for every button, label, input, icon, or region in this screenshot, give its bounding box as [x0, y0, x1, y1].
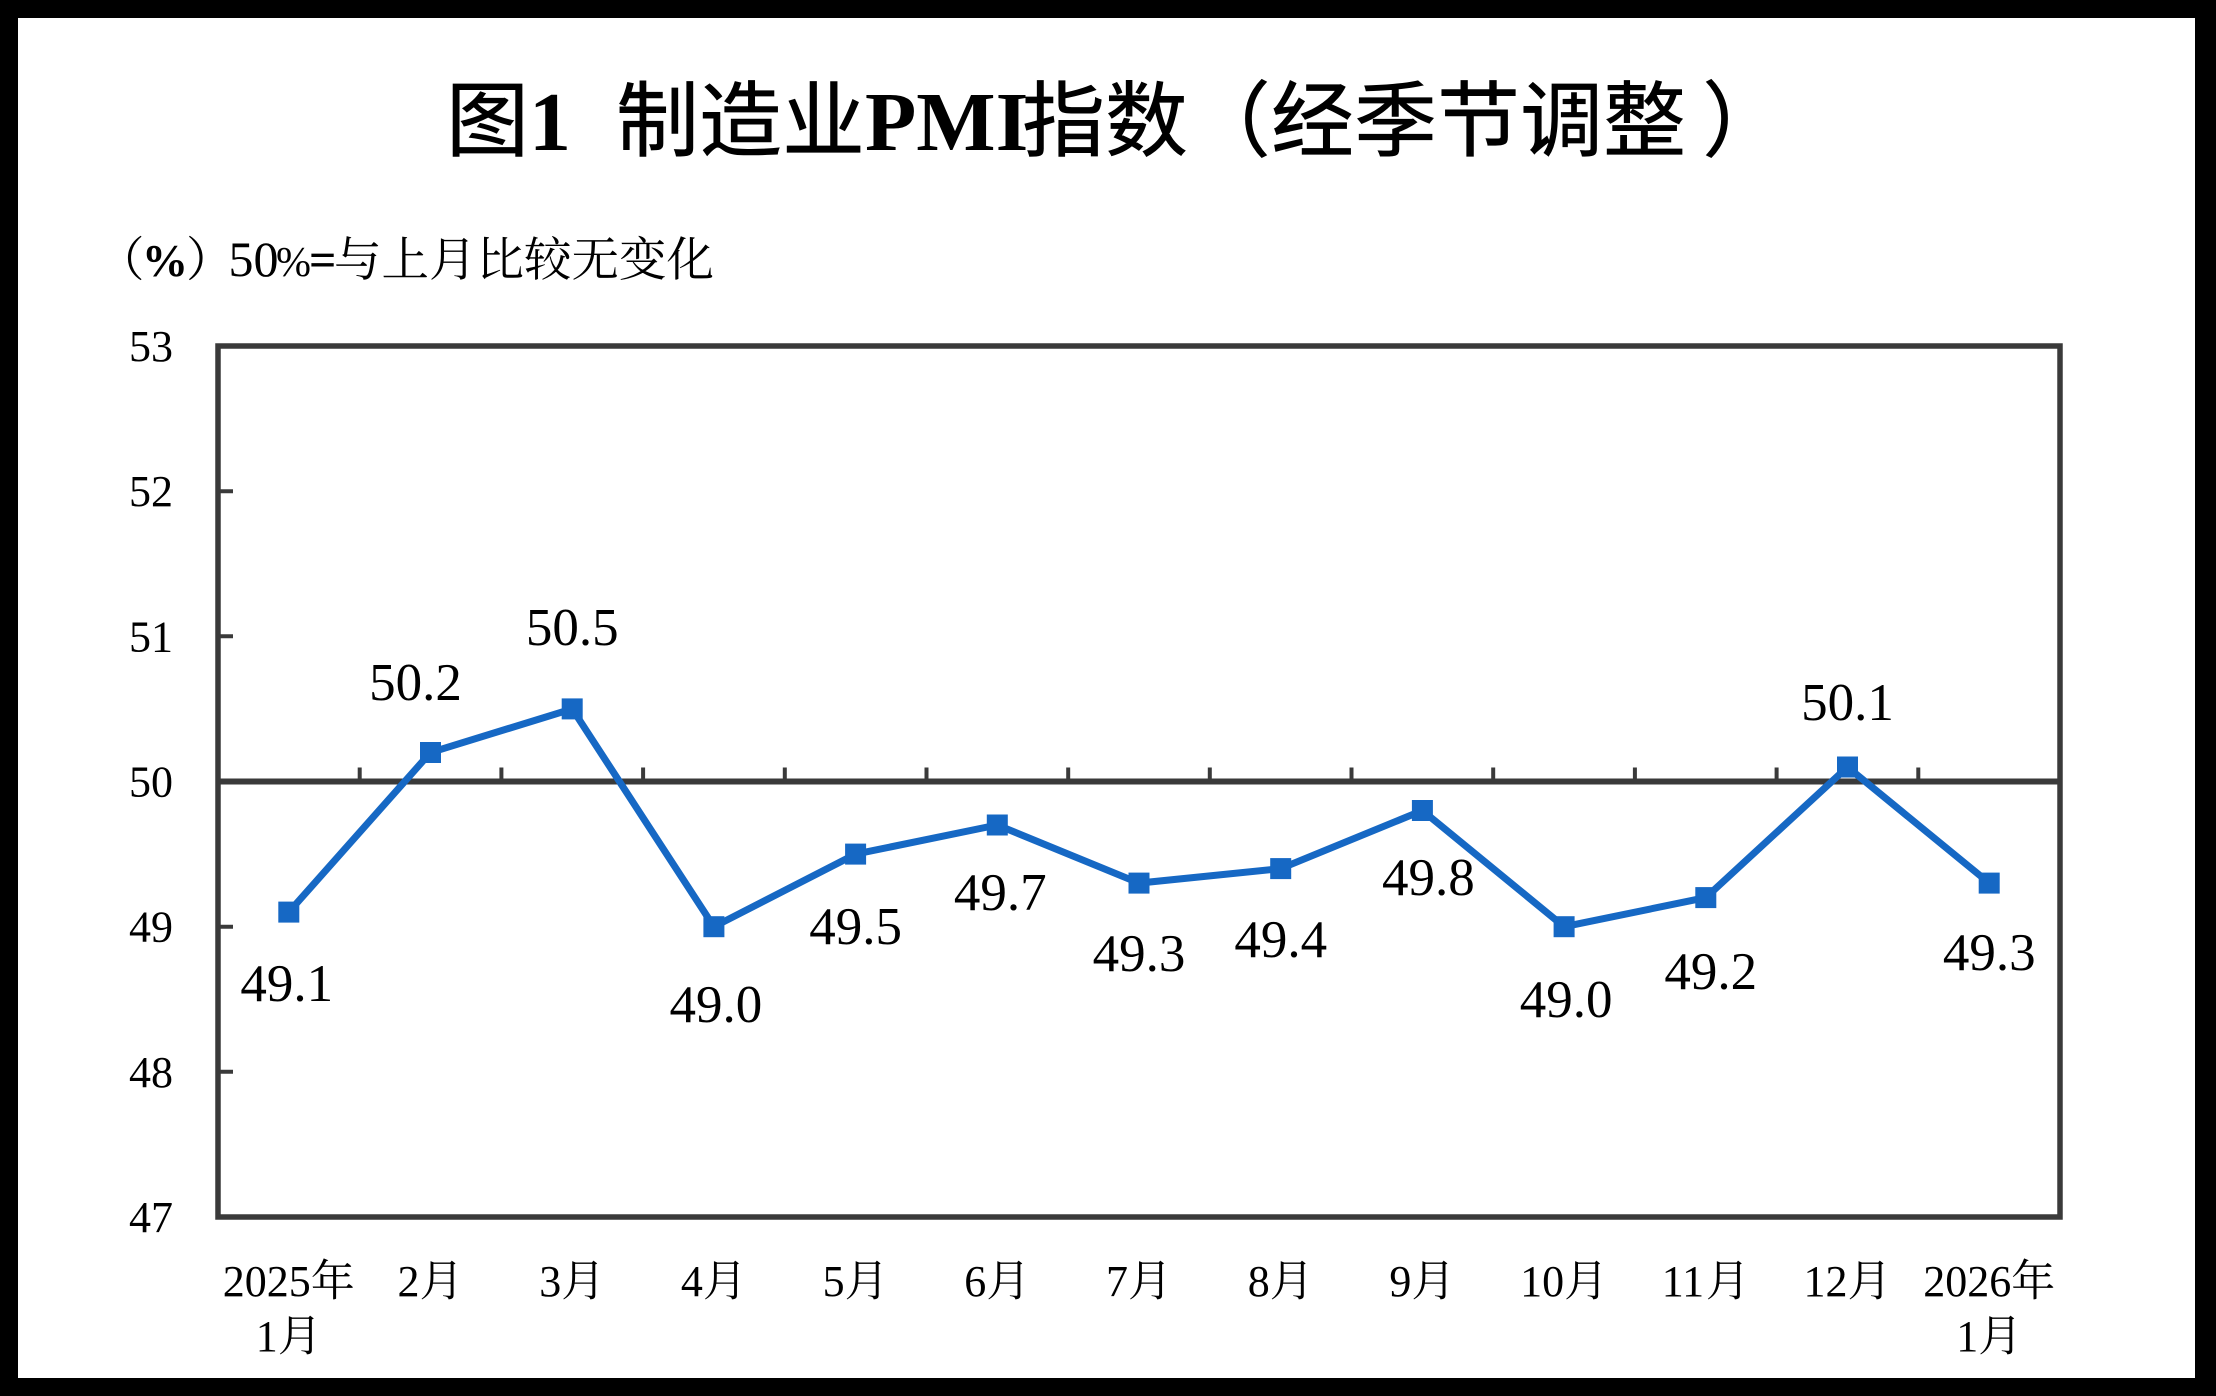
- svg-text:49.2: 49.2: [1664, 943, 1757, 1001]
- svg-text:1: 1: [256, 1312, 278, 1361]
- svg-text:50: 50: [129, 758, 173, 807]
- svg-text:11: 11: [1662, 1257, 1704, 1306]
- svg-text:49: 49: [129, 903, 173, 952]
- svg-text:53: 53: [129, 322, 173, 371]
- svg-text:50.2: 50.2: [369, 654, 462, 712]
- svg-text:50: 50: [229, 231, 279, 287]
- svg-text:3: 3: [539, 1257, 561, 1306]
- svg-text:51: 51: [129, 612, 173, 661]
- svg-text:8: 8: [1248, 1257, 1270, 1306]
- svg-text:1: 1: [1956, 1312, 1978, 1361]
- svg-text:1: 1: [529, 76, 571, 169]
- svg-text:10: 10: [1520, 1257, 1564, 1306]
- svg-text:49.3: 49.3: [1943, 924, 2036, 982]
- svg-text:6: 6: [964, 1257, 986, 1306]
- svg-text:49.5: 49.5: [809, 898, 902, 956]
- svg-text:49.0: 49.0: [670, 976, 763, 1034]
- svg-text:7: 7: [1106, 1257, 1128, 1306]
- svg-text:2026: 2026: [1923, 1257, 2011, 1306]
- svg-text:49.8: 49.8: [1382, 849, 1475, 907]
- svg-text:4: 4: [681, 1257, 703, 1306]
- svg-text:5: 5: [823, 1257, 845, 1306]
- svg-text:47: 47: [129, 1193, 173, 1242]
- svg-text:48: 48: [129, 1048, 173, 1097]
- svg-text:52: 52: [129, 467, 173, 516]
- svg-text:9: 9: [1389, 1257, 1411, 1306]
- svg-text:49.1: 49.1: [240, 955, 333, 1013]
- svg-text:49.3: 49.3: [1093, 925, 1186, 983]
- svg-text:50.5: 50.5: [526, 599, 619, 657]
- svg-text:49.0: 49.0: [1520, 971, 1613, 1029]
- svg-text:PMI: PMI: [865, 76, 1028, 169]
- svg-text:2025: 2025: [223, 1257, 311, 1306]
- svg-text:49.4: 49.4: [1234, 911, 1327, 969]
- svg-text:=: =: [309, 234, 336, 287]
- svg-text:2: 2: [398, 1257, 420, 1306]
- svg-text:50.1: 50.1: [1801, 674, 1894, 732]
- svg-text:49.7: 49.7: [954, 864, 1047, 922]
- svg-text:%: %: [142, 235, 188, 286]
- svg-text:12: 12: [1804, 1257, 1848, 1306]
- svg-text:%: %: [276, 240, 311, 286]
